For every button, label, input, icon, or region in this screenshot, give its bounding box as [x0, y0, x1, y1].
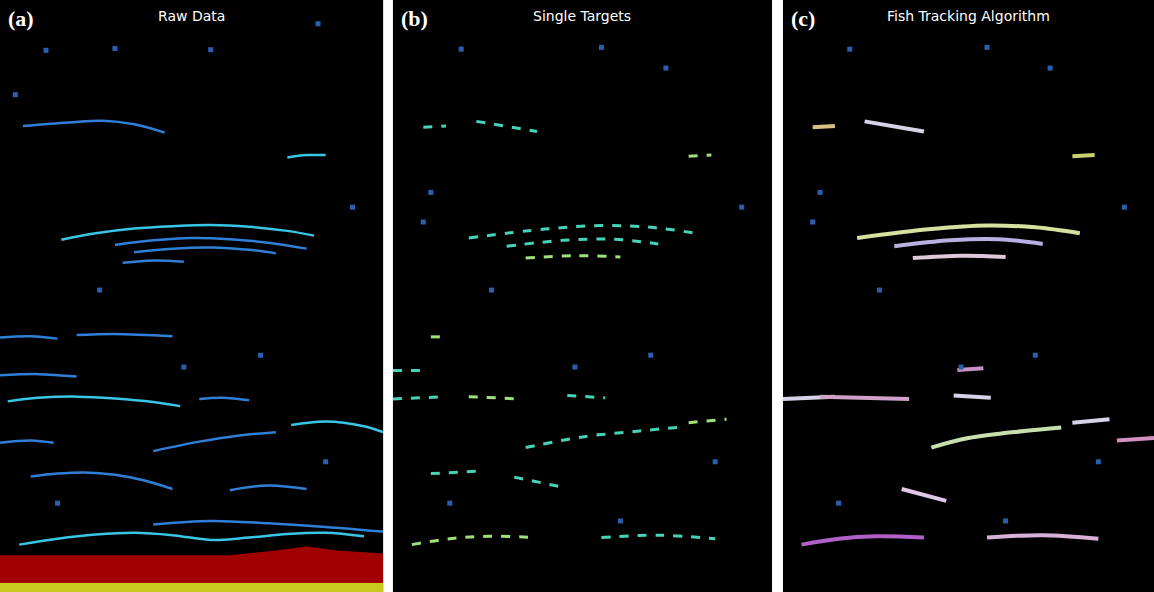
svg-text:(b): (b)	[401, 6, 428, 31]
svg-text:(c): (c)	[791, 6, 815, 31]
svg-text:(a): (a)	[8, 6, 34, 31]
svg-text:Raw Data: Raw Data	[158, 8, 225, 24]
svg-text:Fish Tracking Algorithm: Fish Tracking Algorithm	[887, 8, 1050, 24]
svg-text:Single Targets: Single Targets	[533, 8, 631, 24]
